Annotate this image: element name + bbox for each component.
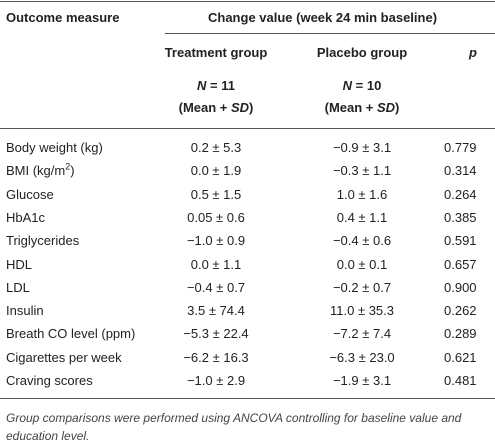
text: SD: [376, 100, 396, 115]
cell: −0.4 ± 0.6: [332, 233, 392, 249]
text: = 11: [206, 78, 235, 93]
bottom-rule: [0, 398, 495, 399]
footnote: Group comparisons were performed using A…: [6, 411, 462, 442]
stat-label: (Mean + SD): [325, 100, 400, 116]
cell: 0.314: [444, 163, 477, 179]
cell: 0.05 ± 0.6: [187, 209, 245, 225]
text: Glucose: [6, 186, 54, 202]
header-rule: [165, 33, 495, 34]
cell: −7.2 ± 7.4: [332, 326, 392, 342]
cell: −1.0 ± 0.9: [186, 233, 246, 249]
column-header: Change value (week 24 min baseline): [208, 10, 438, 25]
cell: 0.289: [444, 326, 477, 342]
cell: −0.4 ± 0.7: [186, 279, 246, 295]
text: HbA1c: [6, 209, 46, 225]
cell: 0.264: [444, 186, 477, 202]
cell: 0.0 ± 0.1: [336, 256, 388, 272]
row-label: Breath CO level (ppm): [6, 326, 135, 342]
text: HDL: [6, 256, 33, 272]
text: Triglycerides: [6, 233, 80, 249]
cell: 0.4 ± 1.1: [336, 209, 388, 225]
text: Craving scores: [6, 373, 93, 388]
column-header: Treatment group: [164, 45, 268, 60]
text: ): [395, 100, 400, 115]
row-label: LDL: [6, 280, 30, 296]
cell: 0.262: [444, 303, 477, 319]
row-label: HDL: [6, 257, 32, 273]
text: = 10: [352, 78, 382, 93]
cell: 0.0 ± 1.1: [190, 256, 242, 272]
cell: 1.0 ± 1.6: [336, 186, 388, 202]
text: (Mean +: [178, 100, 231, 115]
cell: 3.5 ± 74.4: [187, 303, 245, 319]
cell: −0.9 ± 3.1: [332, 140, 392, 155]
text: Breath CO level (ppm): [6, 326, 136, 342]
cell: 0.481: [444, 373, 477, 388]
cell: −5.3 ± 22.4: [183, 326, 249, 342]
cell: 0.591: [444, 233, 477, 249]
cell: −6.2 ± 16.3: [183, 349, 249, 365]
text: 2: [65, 161, 71, 172]
row-label: BMI (kg/m2): [6, 161, 75, 179]
text: Cigarettes per week: [6, 349, 122, 365]
column-header: Outcome measure: [6, 10, 120, 25]
cell: 0.385: [444, 209, 477, 225]
group-size: N = 10: [343, 78, 382, 94]
text: (Mean +: [324, 100, 377, 115]
cell: 0.900: [444, 279, 477, 295]
cell: 0.0 ± 1.9: [190, 163, 242, 179]
row-label: Triglycerides: [6, 233, 79, 249]
header-bottom-rule: [0, 128, 495, 129]
text: Body weight (kg): [6, 140, 103, 155]
cell: −0.2 ± 0.7: [332, 279, 392, 295]
stat-label: (Mean + SD): [179, 100, 254, 116]
top-rule: [0, 1, 495, 2]
row-label: Craving scores: [6, 373, 93, 389]
cell: −0.3 ± 1.1: [332, 163, 392, 179]
row-label: Cigarettes per week: [6, 350, 122, 366]
cell: 0.657: [444, 256, 477, 272]
cell: −6.3 ± 23.0: [329, 349, 395, 365]
text: ): [70, 163, 75, 179]
group-size: N = 11: [197, 78, 235, 94]
cell: 0.5 ± 1.5: [190, 186, 242, 202]
text: Insulin: [6, 303, 44, 319]
text: SD: [230, 100, 250, 115]
column-header: p: [469, 45, 477, 60]
text: BMI (kg/m: [6, 163, 66, 179]
row-label: Glucose: [6, 187, 54, 203]
cell: 0.2 ± 5.3: [190, 140, 242, 155]
cell: 11.0 ± 35.3: [330, 303, 394, 319]
column-header: Placebo group: [316, 45, 408, 60]
cell: 0.779: [444, 140, 477, 155]
row-label: Body weight (kg): [6, 140, 103, 156]
row-label: Insulin: [6, 303, 44, 319]
text: LDL: [6, 279, 30, 295]
text: N: [342, 78, 353, 93]
cell: −1.9 ± 3.1: [332, 373, 392, 388]
text: N: [197, 78, 207, 93]
cell: −1.0 ± 2.9: [186, 373, 246, 388]
row-label: HbA1c: [6, 210, 45, 226]
cell: 0.621: [444, 349, 477, 365]
text: ): [249, 100, 254, 115]
